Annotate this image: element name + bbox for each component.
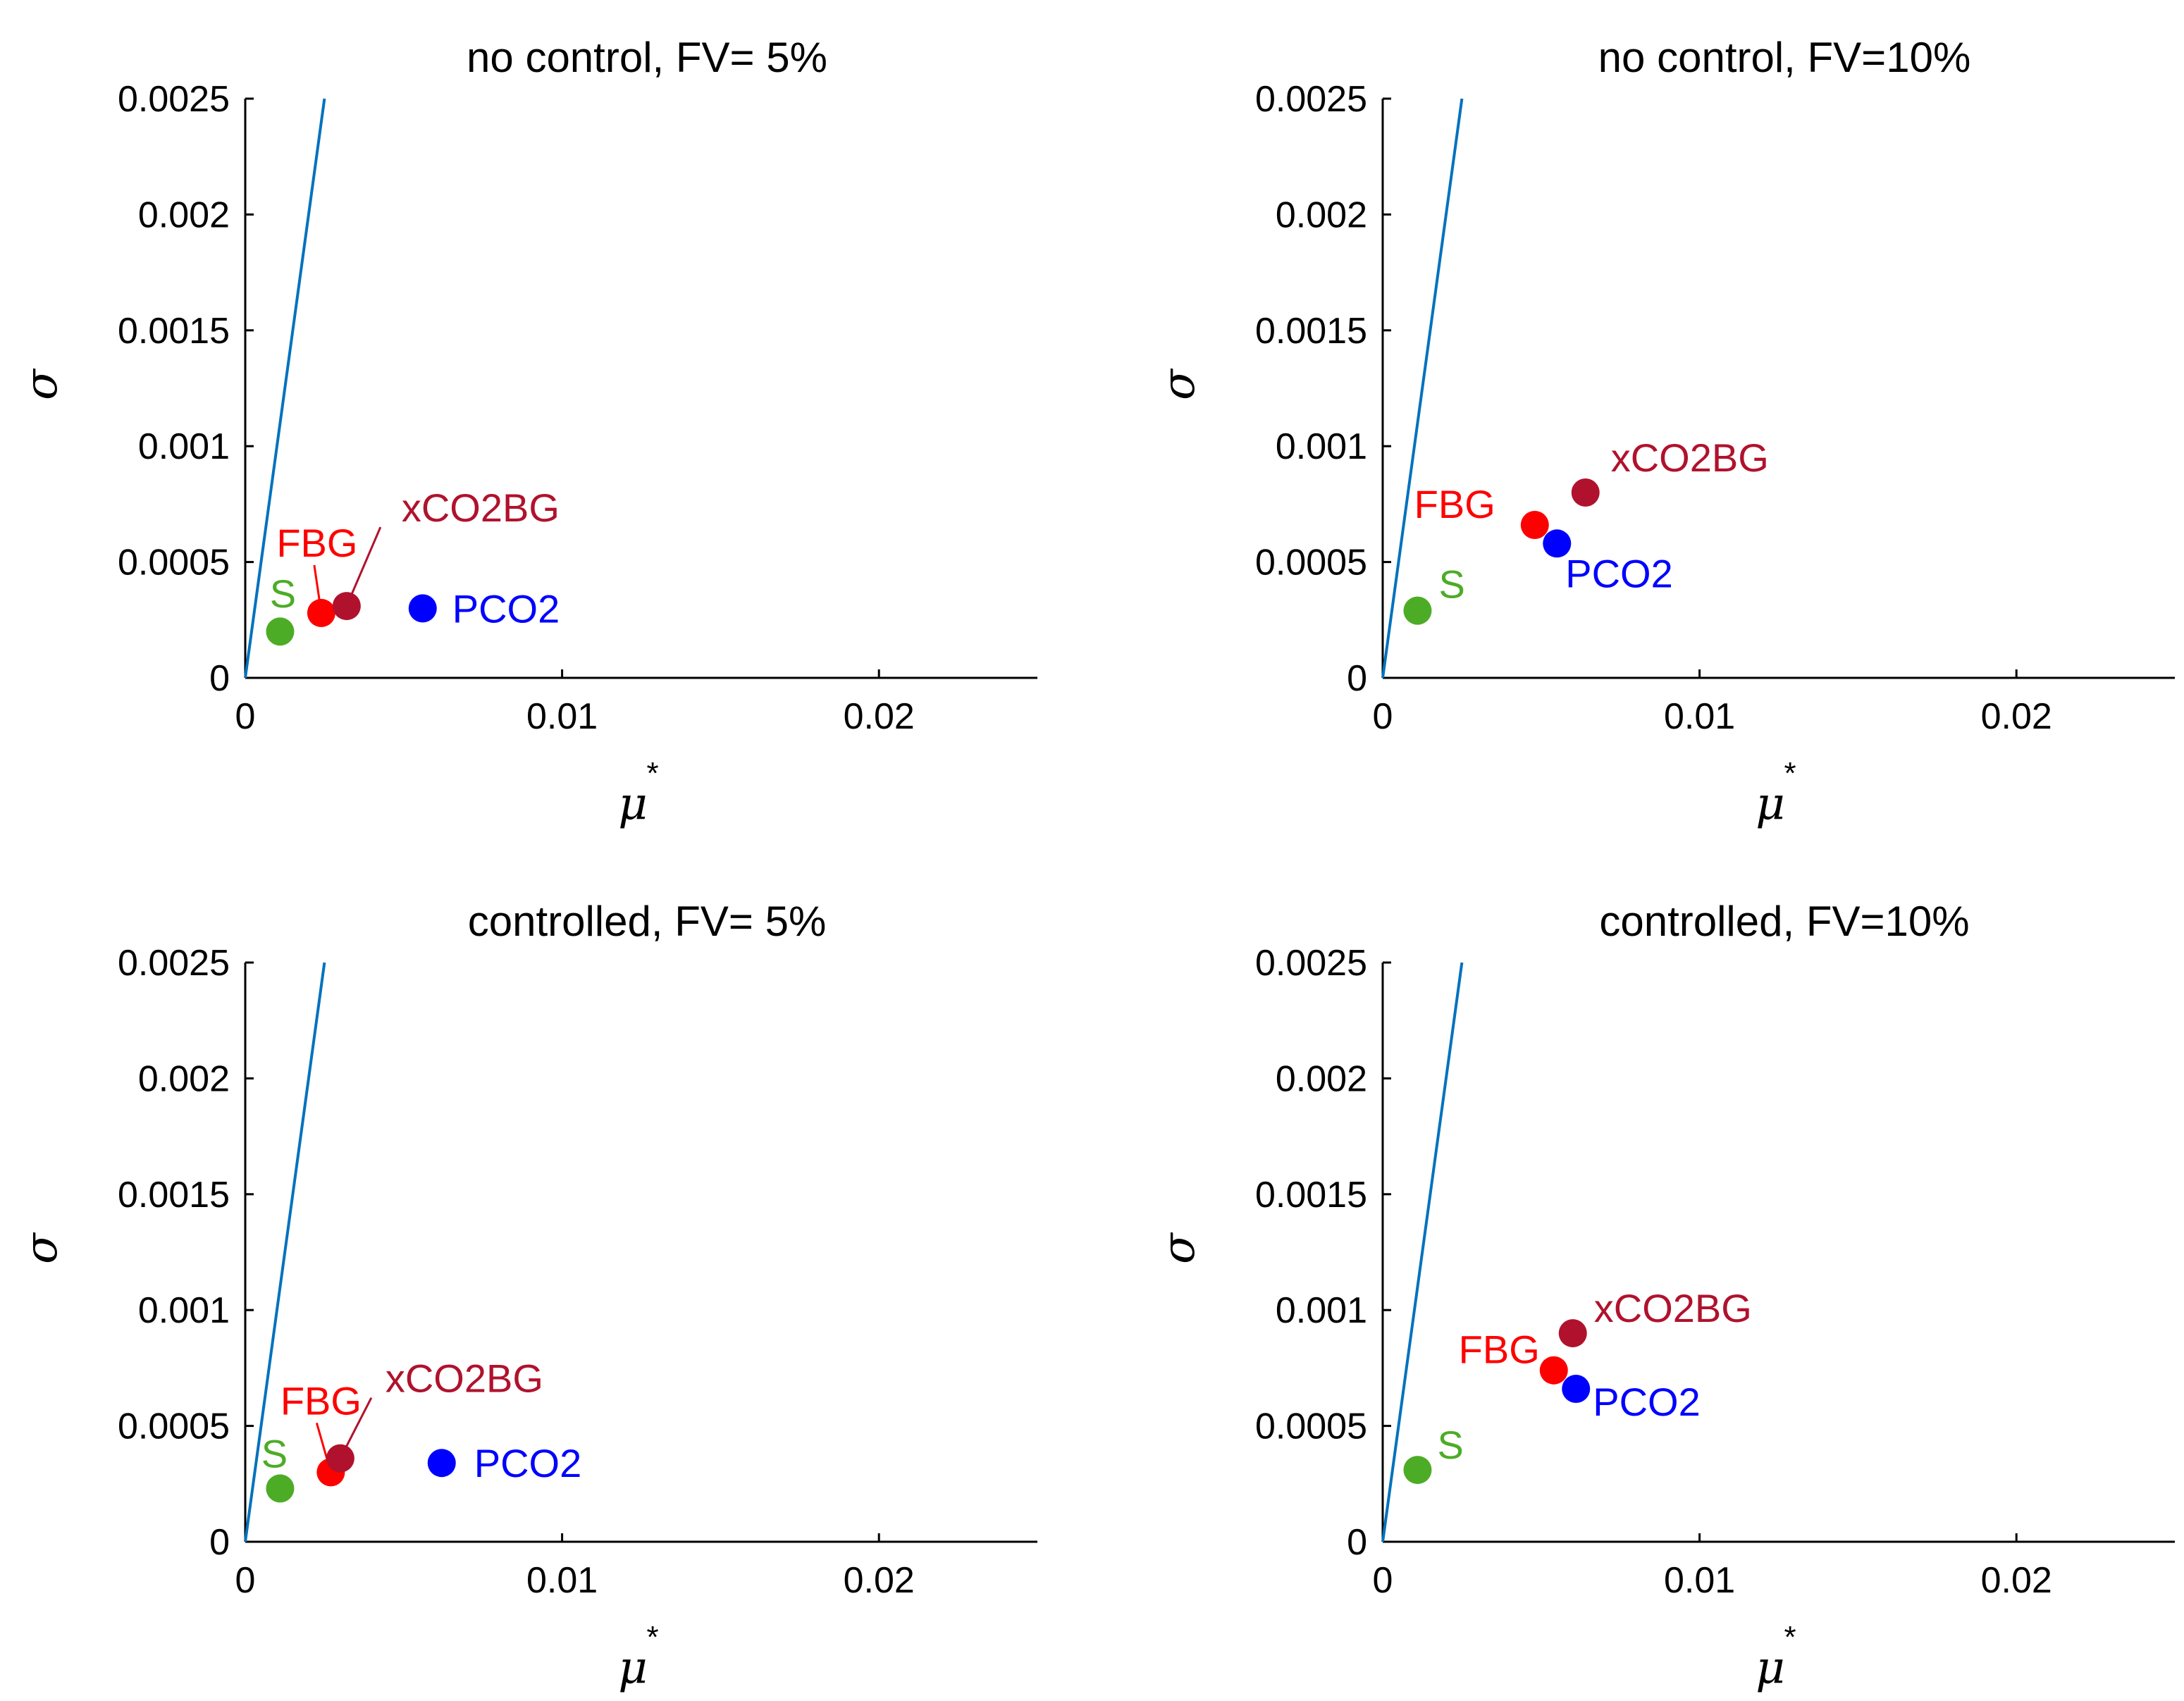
y-tick-label: 0.0025 [118, 79, 230, 120]
y-tick-label: 0.0005 [118, 543, 230, 583]
y-axis-label: σ [1153, 1232, 1205, 1264]
y-tick-label: 0.0015 [118, 1175, 230, 1216]
y-tick-label: 0.001 [1276, 426, 1367, 467]
y-tick-label: 0.0025 [1255, 79, 1367, 120]
panel-1: no control, FV= 5% 0 0.0005 0.001 0.0015 0.00… [16, 34, 1037, 830]
y-tick-label: 0.0005 [118, 1406, 230, 1447]
x-axis-label: μ [618, 778, 648, 830]
data-point-xco2bg [332, 592, 361, 621]
data-point-fbg [1539, 1356, 1568, 1385]
data-point-xco2bg [326, 1444, 354, 1473]
data-point-pco2 [427, 1449, 456, 1478]
panel-title: controlled, FV=10% [1599, 898, 1969, 945]
reference-line [244, 962, 326, 1542]
x-tick-label: 0 [235, 696, 256, 737]
point-label-s: S [270, 571, 296, 616]
y-tick-label: 0.001 [138, 426, 230, 467]
y-tick-label: 0.0015 [1255, 311, 1367, 352]
reference-line [244, 98, 326, 679]
point-label-xco2bg: xCO2BG [1594, 1286, 1752, 1330]
data-point-fbg [1520, 510, 1549, 539]
x-tick-label: 0.02 [844, 1560, 915, 1601]
label-leader-line [345, 526, 382, 607]
point-label-s: S [1437, 1423, 1463, 1467]
panel-2: no control, FV=10% 0 0.0005 0.001 0.0015 0.00… [1153, 34, 2175, 830]
x-axis-label: μ [1756, 778, 1785, 830]
y-axis-label: σ [16, 1232, 68, 1264]
point-label-fbg: FBG [280, 1378, 362, 1423]
point-label-s: S [261, 1431, 288, 1476]
data-point-fbg [307, 598, 335, 627]
y-tick-label: 0.0025 [118, 943, 230, 984]
x-tick-label: 0.01 [1664, 696, 1735, 737]
x-tick-label: 0 [235, 1560, 256, 1601]
y-tick-label: 0 [1347, 658, 1367, 699]
point-label-xco2bg: xCO2BG [1611, 435, 1769, 480]
data-point-s [266, 617, 295, 646]
data-point-s [1403, 1456, 1432, 1485]
x-tick-label: 0 [1373, 1560, 1393, 1601]
x-axis-label-superscript: * [1784, 756, 1796, 791]
x-tick-label: 0.01 [526, 696, 598, 737]
y-tick-label: 0.002 [1276, 1058, 1367, 1099]
point-label-xco2bg: xCO2BG [402, 485, 560, 530]
y-tick-label: 0 [209, 658, 230, 699]
y-tick-label: 0.001 [1276, 1290, 1367, 1331]
point-label-fbg: FBG [1459, 1328, 1540, 1372]
y-tick-label: 0.002 [1276, 194, 1367, 235]
y-tick-label: 0.0015 [1255, 1175, 1367, 1216]
y-tick-label: 0 [209, 1522, 230, 1563]
y-axis-label: σ [16, 368, 68, 400]
data-point-xco2bg [1558, 1319, 1587, 1348]
point-label-fbg: FBG [276, 521, 357, 565]
y-tick-label: 0.0015 [118, 311, 230, 352]
reference-line [1381, 98, 1464, 679]
point-label-pco2: PCO2 [452, 586, 560, 631]
y-tick-label: 0 [1347, 1522, 1367, 1563]
point-label-fbg: FBG [1414, 482, 1495, 526]
point-label-xco2bg: xCO2BG [385, 1356, 543, 1401]
x-tick-label: 0.01 [1664, 1560, 1735, 1601]
y-axis-label: σ [1153, 368, 1205, 400]
data-point-xco2bg [1571, 478, 1600, 507]
y-tick-label: 0.0025 [1255, 943, 1367, 984]
point-label-pco2: PCO2 [474, 1441, 582, 1485]
x-axis-label: μ [1756, 1642, 1785, 1694]
x-tick-label: 0.02 [1981, 696, 2052, 737]
panel-4: controlled, FV=10% 0 0.0005 0.001 0.0015 0.00… [1153, 898, 2175, 1694]
y-tick-label: 0.002 [138, 194, 230, 235]
data-point-s [266, 1474, 295, 1503]
x-axis-label: μ [618, 1642, 648, 1694]
x-tick-label: 0 [1373, 696, 1393, 737]
panel-title: controlled, FV= 5% [468, 898, 827, 945]
x-axis-label-superscript: * [646, 1620, 658, 1654]
data-point-pco2 [1562, 1374, 1591, 1403]
panel-3: controlled, FV= 5% 0 0.0005 0.001 0.0015 0.00… [16, 898, 1037, 1694]
point-label-s: S [1438, 562, 1464, 607]
x-tick-label: 0.02 [844, 696, 915, 737]
x-axis-label-superscript: * [1784, 1620, 1796, 1654]
x-axis-label-superscript: * [646, 756, 658, 791]
x-tick-label: 0.02 [1981, 1560, 2052, 1601]
y-tick-label: 0.001 [138, 1290, 230, 1331]
point-label-pco2: PCO2 [1565, 551, 1673, 595]
data-point-pco2 [408, 594, 437, 623]
data-point-pco2 [1543, 529, 1572, 558]
reference-line [1381, 962, 1464, 1542]
y-tick-label: 0.0005 [1255, 1406, 1367, 1447]
data-point-s [1403, 596, 1432, 625]
panel-title: no control, FV=10% [1598, 34, 1971, 81]
y-tick-label: 0.0005 [1255, 543, 1367, 583]
panel-title: no control, FV= 5% [467, 34, 827, 81]
x-tick-label: 0.01 [526, 1560, 598, 1601]
point-label-pco2: PCO2 [1593, 1380, 1701, 1424]
y-tick-label: 0.002 [138, 1058, 230, 1099]
